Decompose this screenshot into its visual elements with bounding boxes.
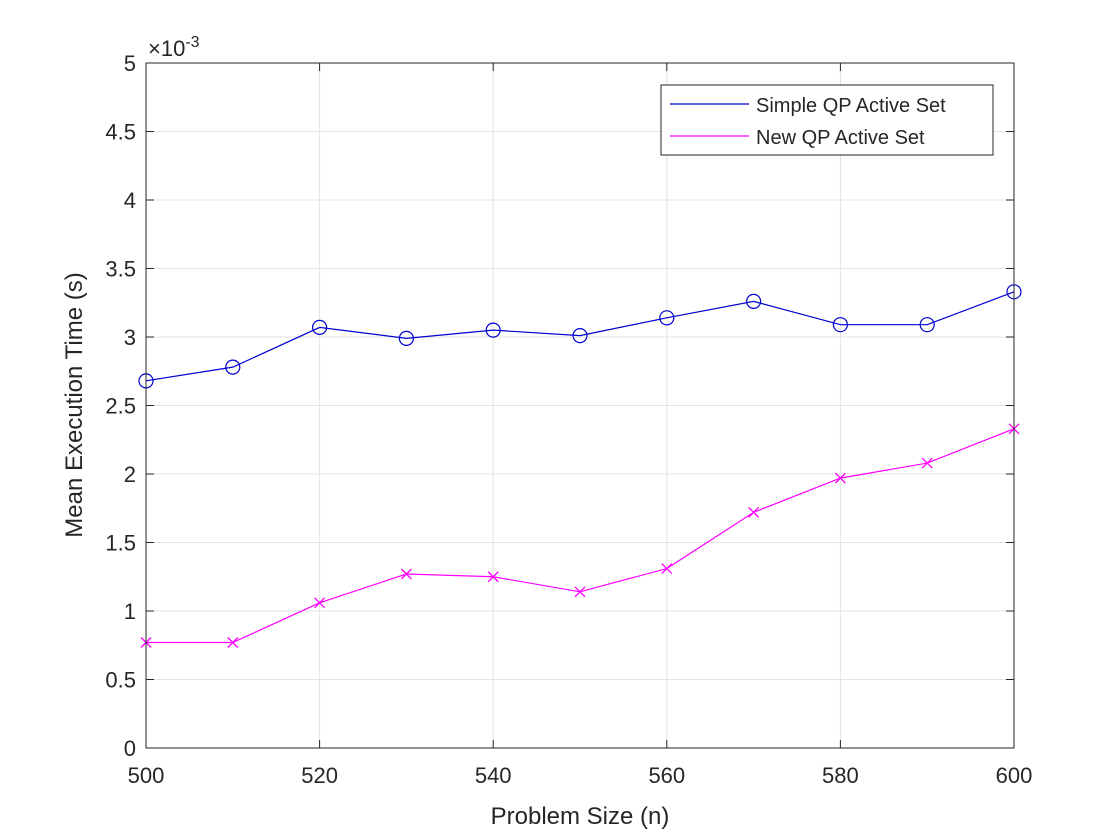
x-axis-label: Problem Size (n) — [491, 803, 670, 830]
x-tick-label: 600 — [996, 763, 1033, 788]
y-tick-label: 0.5 — [105, 668, 136, 693]
data-point-x — [314, 597, 326, 609]
series-layer — [138, 284, 1022, 648]
x-tick-label: 500 — [128, 763, 165, 788]
x-tick-label: 560 — [648, 763, 685, 788]
data-point-x — [487, 571, 499, 583]
data-point-circle — [659, 310, 675, 326]
y-tick-label: 3.5 — [105, 257, 136, 282]
y-tick-label: 2.5 — [105, 394, 136, 419]
data-point-x — [574, 586, 586, 598]
y-tick-label: 1 — [124, 599, 136, 624]
legend-label-new: New QP Active Set — [756, 127, 925, 149]
tick-labels: 500 520 540 560 580 600 0 0.5 1 1.5 2 2.5 3 3.5 4 4.5 5 — [105, 51, 1032, 788]
data-point-circle — [225, 359, 241, 375]
y-tick-label: 4.5 — [105, 120, 136, 145]
svg-text:×10-3: ×10-3 — [148, 34, 200, 61]
data-point-circle — [572, 328, 588, 344]
y-axis-label: Mean Execution Time (s) — [61, 272, 88, 537]
data-point-circle — [919, 317, 935, 333]
data-point-x — [834, 472, 846, 484]
x-tick-label: 520 — [301, 763, 338, 788]
data-point-circle — [398, 330, 414, 346]
y-exponent-power: -3 — [185, 34, 199, 51]
grid-lines — [145, 62, 1015, 749]
data-point-x — [921, 457, 933, 469]
y-axis-exponent: ×10-3 — [148, 34, 200, 61]
data-point-circle — [485, 322, 501, 338]
data-point-circle — [745, 293, 762, 309]
data-point-circle — [832, 317, 849, 333]
y-tick-label: 5 — [124, 51, 136, 76]
data-point-x — [661, 563, 673, 574]
legend-label-simple: Simple QP Active Set — [756, 95, 946, 117]
y-tick-label: 2 — [124, 462, 136, 487]
y-tick-label: 0 — [124, 736, 136, 761]
y-tick-label: 3 — [124, 325, 136, 350]
axes — [145, 62, 1015, 749]
data-point-circle — [312, 319, 328, 336]
x-tick-label: 580 — [822, 763, 859, 788]
y-tick-label: 4 — [124, 188, 136, 213]
legend-box — [660, 84, 994, 156]
data-point-x — [748, 506, 760, 518]
data-point-x — [400, 568, 412, 580]
legend: Simple QP Active Set New QP Active Set — [660, 84, 994, 156]
y-tick-label: 1.5 — [105, 531, 136, 556]
series-line — [145, 291, 1015, 382]
y-exponent-base: ×10 — [148, 36, 185, 61]
x-tick-label: 540 — [475, 763, 512, 788]
data-point-x — [227, 637, 239, 648]
